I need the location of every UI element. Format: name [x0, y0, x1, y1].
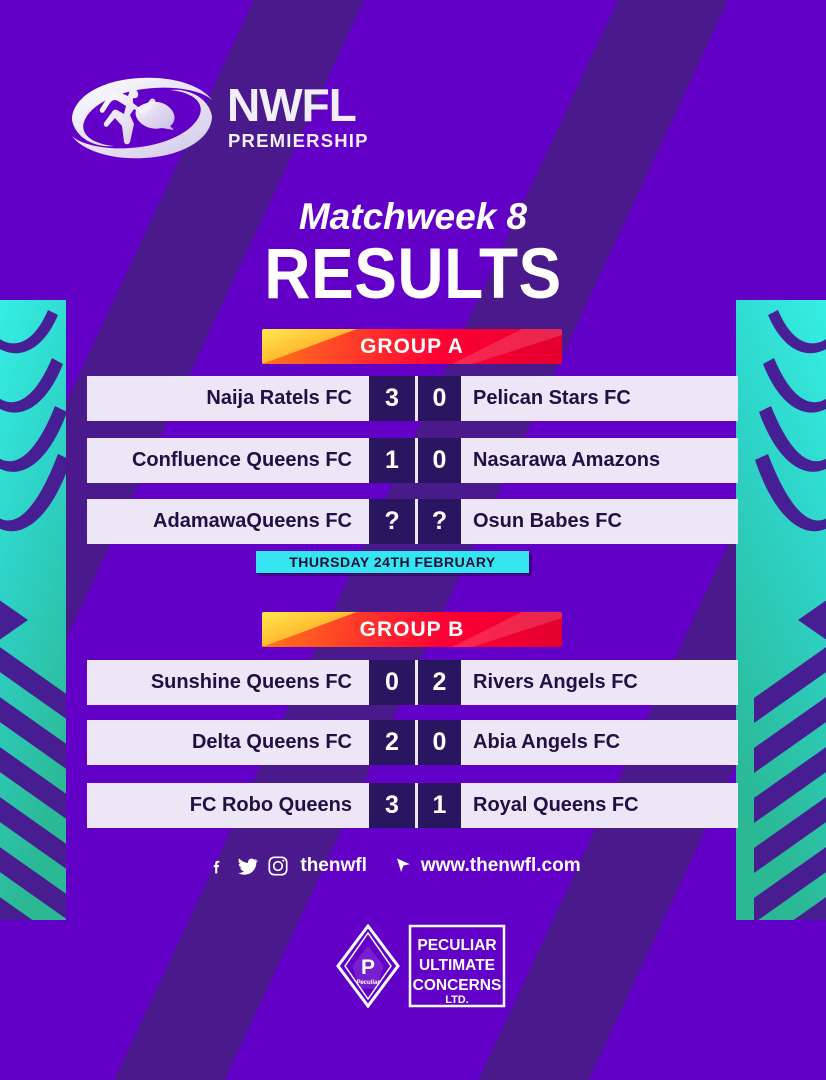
svg-text:LTD.: LTD. [445, 994, 469, 1006]
svg-text:CONCERNS: CONCERNS [413, 977, 502, 994]
svg-text:P: P [361, 956, 375, 979]
svg-text:Peculiar: Peculiar [356, 980, 380, 986]
svg-text:PECULIAR: PECULIAR [417, 937, 496, 954]
svg-text:ULTIMATE: ULTIMATE [419, 957, 495, 974]
